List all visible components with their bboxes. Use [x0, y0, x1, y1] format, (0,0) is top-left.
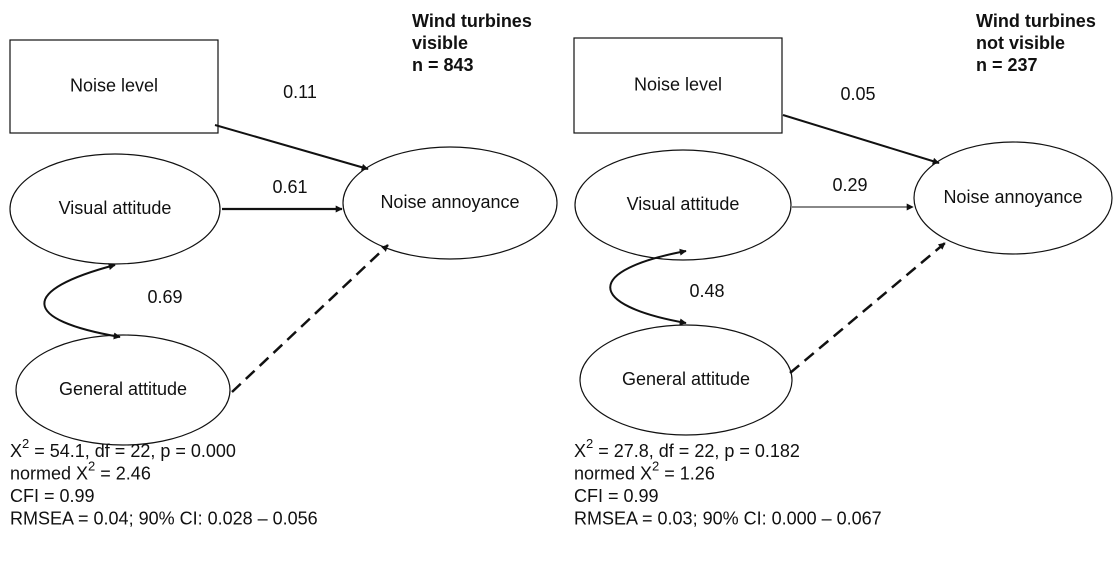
fit-text: RMSEA = 0.04; 90% CI: 0.028 – 0.056: [10, 508, 318, 528]
panel-heading: n = 237: [976, 55, 1038, 75]
fit-text: X: [574, 441, 586, 461]
edge-label: 0.48: [689, 281, 724, 301]
fit-statistic: CFI = 0.99: [574, 486, 659, 506]
fit-text: normed X: [10, 463, 88, 483]
path-arrow: [789, 242, 946, 374]
fit-statistic: CFI = 0.99: [10, 486, 95, 506]
edge-label: 0.29: [832, 175, 867, 195]
node-box: [9, 39, 219, 134]
fit-text: = 54.1, df = 22, p = 0.000: [29, 441, 236, 461]
node-label: Noise annoyance: [380, 192, 519, 212]
fit-statistic: X2 = 27.8, df = 22, p = 0.182: [574, 436, 800, 461]
fit-text: = 27.8, df = 22, p = 0.182: [593, 441, 800, 461]
correlation-arrow: [43, 263, 121, 340]
node-label: Visual attitude: [627, 194, 740, 214]
node-ellipse: [913, 141, 1113, 255]
fit-text: = 2.46: [95, 463, 151, 483]
path-arrow: [231, 244, 389, 393]
correlation-arrow: [609, 248, 687, 326]
panel-heading: visible: [412, 33, 468, 53]
fit-text: CFI = 0.99: [10, 486, 95, 506]
node-label: Noise level: [634, 74, 722, 94]
superscript: 2: [586, 436, 593, 451]
fit-text: CFI = 0.99: [574, 486, 659, 506]
superscript: 2: [652, 458, 659, 473]
fit-statistic: RMSEA = 0.04; 90% CI: 0.028 – 0.056: [10, 508, 318, 528]
fit-text: RMSEA = 0.03; 90% CI: 0.000 – 0.067: [574, 508, 882, 528]
node-label: Noise level: [70, 75, 158, 95]
node-label: Visual attitude: [59, 198, 172, 218]
panel-heading: Wind turbines: [412, 11, 532, 31]
node-ellipse: [15, 334, 231, 446]
node-box: [573, 37, 783, 134]
node-label: Noise annoyance: [943, 187, 1082, 207]
edge-label: 0.69: [147, 287, 182, 307]
superscript: 2: [88, 458, 95, 473]
panel-heading: Wind turbines: [976, 11, 1096, 31]
node-label: General attitude: [59, 379, 187, 399]
fit-text: normed X: [574, 463, 652, 483]
fit-statistic: X2 = 54.1, df = 22, p = 0.000: [10, 436, 236, 461]
superscript: 2: [22, 436, 29, 451]
fit-text: X: [10, 441, 22, 461]
node-label: General attitude: [622, 369, 750, 389]
path-arrow: [782, 114, 940, 165]
node-ellipse: [342, 146, 558, 260]
edge-label: 0.11: [283, 82, 317, 102]
fit-statistic: normed X2 = 1.26: [574, 458, 715, 483]
fit-statistic: normed X2 = 2.46: [10, 458, 151, 483]
path-arrow: [214, 124, 369, 171]
edge-label: 0.05: [840, 84, 875, 104]
panel-heading: n = 843: [412, 55, 474, 75]
fit-text: = 1.26: [659, 463, 715, 483]
edge-label: 0.61: [272, 177, 307, 197]
fit-statistic: RMSEA = 0.03; 90% CI: 0.000 – 0.067: [574, 508, 882, 528]
panel-heading: not visible: [976, 33, 1065, 53]
